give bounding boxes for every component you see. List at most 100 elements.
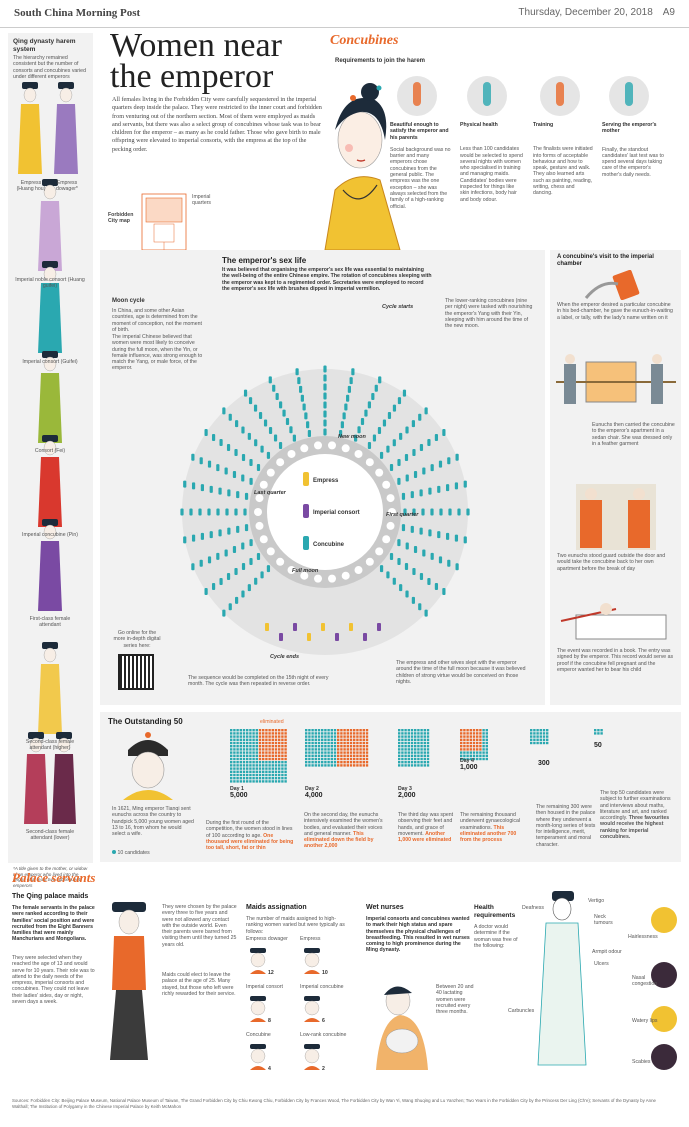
- candidate-dot: [410, 754, 414, 757]
- candidate-dot: [482, 757, 485, 761]
- candidate-dot: [482, 745, 485, 748]
- candidate-dot: [349, 764, 353, 767]
- candidate-dot: [472, 757, 476, 761]
- concubine-mark: [211, 582, 216, 590]
- candidate-dot: [239, 735, 242, 738]
- candidate-dot: [463, 738, 466, 741]
- concubine-mark: [300, 394, 304, 402]
- moon-cycle-wheel: Empress Imperial consort Concubine Cycle st…: [180, 304, 470, 660]
- assign-empress-count: 10: [322, 970, 328, 976]
- maids-text3: Maids could elect to leave the palace at…: [162, 972, 236, 997]
- concubine-mark: [295, 368, 299, 376]
- candidate-dot: [233, 777, 236, 780]
- candidate-dot: [362, 761, 365, 764]
- candidate-dot: [330, 754, 333, 757]
- candidate-dot: [398, 757, 401, 761]
- concubine-mark: [235, 596, 239, 604]
- candidate-dot: [324, 751, 327, 754]
- concubine-mark: [386, 571, 390, 579]
- concubine-mark: [297, 377, 301, 385]
- candidate-dot: [359, 735, 362, 738]
- candidate-dot: [460, 738, 463, 741]
- concubine-mark: [292, 434, 296, 442]
- candidate-dot: [321, 735, 324, 738]
- candidate-dot: [242, 741, 246, 745]
- candidate-dot: [239, 780, 242, 783]
- rank-label-consort: Consort (Fei): [34, 448, 66, 454]
- candidate-dot: [460, 741, 463, 745]
- candidate-dot: [349, 757, 353, 761]
- concubine-mark: [419, 572, 424, 580]
- outstanding-grid: [230, 729, 603, 783]
- candidate-dot: [317, 732, 321, 735]
- moon-phase-dot: [375, 468, 384, 477]
- concubine-mark: [323, 374, 327, 382]
- candidate-dot: [233, 732, 236, 735]
- candidate-dot: [249, 777, 252, 780]
- assign-title: Maids assignation: [246, 904, 307, 911]
- concubine-mark: [199, 559, 203, 567]
- candidate-dot: [308, 764, 311, 767]
- candidate-dot: [330, 732, 333, 735]
- candidate-dot: [265, 757, 268, 761]
- candidate-dot: [233, 738, 236, 741]
- candidate-dot: [317, 738, 321, 741]
- rank-figure-noble-consort: [38, 179, 62, 271]
- concubine-mark: [382, 419, 387, 427]
- condition-deafness: Deafness: [522, 905, 544, 911]
- candidate-dot: [469, 738, 472, 741]
- candidate-dot: [281, 754, 284, 757]
- candidate-dot: [246, 777, 249, 780]
- concubines-title: Concubines: [330, 33, 399, 48]
- concubine-mark: [258, 412, 263, 420]
- requirement-beauty-heading: Beautiful enough to satisfy the emperor …: [390, 122, 449, 141]
- concubine-mark: [342, 412, 346, 420]
- candidate-dot: [346, 729, 349, 732]
- candidate-dot: [414, 764, 417, 767]
- candidate-dot: [314, 738, 317, 741]
- day1-text: During the first round of the competitio…: [206, 820, 296, 851]
- candidate-dot: [311, 732, 314, 735]
- assign-imperial-concubine-label: Imperial concubine: [300, 984, 344, 990]
- candidate-dot: [268, 738, 271, 741]
- concubine-mark: [397, 459, 401, 467]
- candidate-dot: [324, 761, 327, 764]
- moon-phase-dot: [328, 441, 337, 450]
- candidate-dot: [321, 748, 324, 751]
- concubine-mark: [397, 477, 401, 485]
- candidate-dot: [246, 748, 249, 751]
- record-book-illustration: [560, 603, 667, 640]
- candidate-dot: [246, 754, 249, 757]
- candidate-dot: [284, 773, 287, 777]
- assign-low-rank-label: Low-rank concubine: [300, 1032, 347, 1038]
- concubine-mark: [421, 508, 425, 516]
- candidate-dot: [410, 764, 414, 767]
- candidate-dot: [236, 780, 239, 783]
- rank-figure-imperial-consort: [38, 261, 62, 353]
- candidate-dot: [274, 764, 278, 767]
- concubine-mark: [411, 596, 415, 604]
- candidate-dot: [485, 757, 488, 761]
- concubine-mark: [273, 434, 278, 442]
- day4-count: 1,000: [460, 764, 478, 772]
- moon-phase-dot: [382, 480, 391, 489]
- candidate-dot: [330, 757, 333, 761]
- candidate-dot: [353, 732, 356, 735]
- candidate-dot: [258, 767, 262, 770]
- candidate-dot: [420, 748, 423, 751]
- concubine-mark: [189, 508, 193, 516]
- candidate-dot: [337, 751, 340, 754]
- candidate-dot: [398, 732, 401, 735]
- candidate-dot: [404, 754, 407, 757]
- assign-concubine-label: Concubine: [246, 1032, 271, 1038]
- candidate-dot: [278, 745, 281, 748]
- concubine-mark: [392, 404, 397, 412]
- rank-label-first-class: First-class female attendant: [29, 616, 71, 629]
- candidate-dot: [314, 735, 317, 738]
- candidate-dot: [321, 757, 324, 761]
- candidate-dot: [353, 761, 356, 764]
- candidate-dot: [460, 745, 463, 748]
- candidate-dot: [546, 732, 549, 735]
- candidate-dot: [284, 764, 287, 767]
- qr-code[interactable]: [118, 654, 154, 690]
